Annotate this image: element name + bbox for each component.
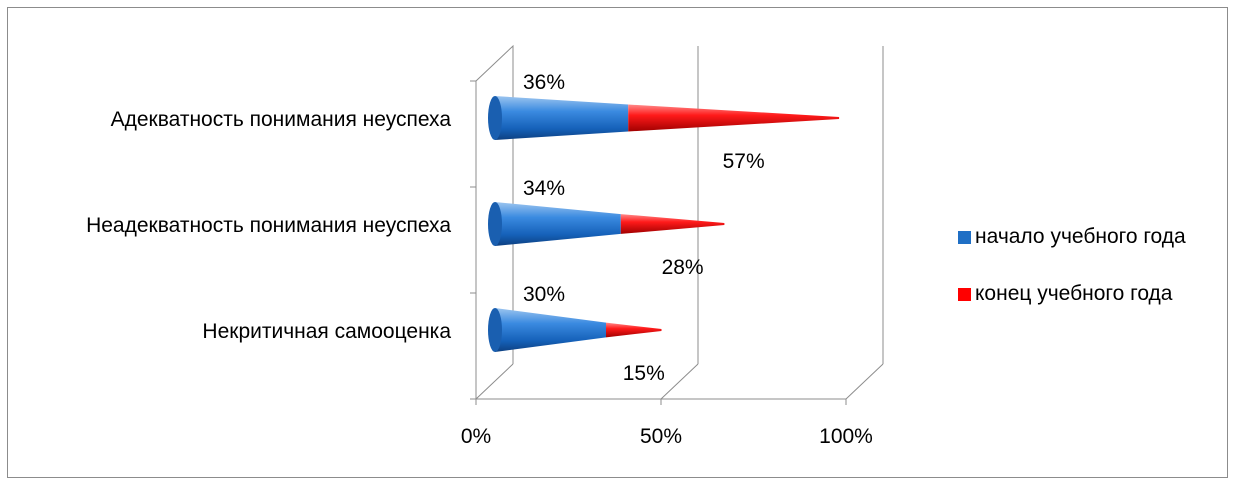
bar-series-1 bbox=[495, 96, 629, 140]
legend: начало учебного года конец учебного года bbox=[958, 223, 1186, 337]
chart-frame: 0% 50% 100% Адекватность понимания неуспеха… bbox=[7, 7, 1228, 478]
floor-gridline bbox=[475, 363, 514, 400]
floor-gridline bbox=[660, 363, 699, 400]
bar-series-1 bbox=[495, 202, 621, 246]
cone-base-cap bbox=[488, 202, 502, 246]
legend-swatch bbox=[958, 230, 971, 244]
category-label: Неадекватность понимания неуспеха bbox=[86, 214, 451, 237]
data-label-series-2: 28% bbox=[662, 256, 704, 279]
bar-series-2 bbox=[620, 214, 725, 234]
data-label-series-2: 57% bbox=[723, 150, 765, 173]
legend-item: начало учебного года bbox=[958, 223, 1186, 251]
data-label-series-1: 30% bbox=[523, 283, 565, 306]
data-label-series-2: 15% bbox=[623, 362, 665, 385]
chart: 0% 50% 100% Адекватность понимания неуспеха… bbox=[86, 44, 884, 448]
bar-series-1 bbox=[495, 308, 606, 352]
x-tick-label: 100% bbox=[819, 425, 873, 448]
data-label-series-1: 34% bbox=[523, 177, 565, 200]
category-label: Некритичная самооценка bbox=[202, 320, 451, 343]
data-label-series-1: 36% bbox=[523, 71, 565, 94]
legend-item: конец учебного года bbox=[958, 280, 1186, 308]
x-tick-label: 50% bbox=[640, 425, 682, 448]
cone-base-cap bbox=[488, 308, 502, 352]
category-label: Адекватность понимания неуспеха bbox=[111, 108, 452, 131]
axis-labels: 0% 50% 100% Адекватность понимания неуспеха… bbox=[86, 108, 873, 448]
floor-gridline bbox=[845, 363, 884, 400]
legend-label: конец учебного года bbox=[975, 282, 1173, 305]
legend-label: начало учебного года bbox=[975, 225, 1186, 248]
bar-series-2 bbox=[628, 104, 840, 132]
data-cones bbox=[488, 96, 840, 352]
x-tick-label: 0% bbox=[461, 425, 491, 448]
bar-series-2 bbox=[606, 322, 662, 338]
legend-swatch bbox=[958, 287, 971, 301]
cone-base-cap bbox=[488, 96, 502, 140]
data-labels: 36% 57% 34% 28% 30% 15% bbox=[523, 71, 765, 385]
